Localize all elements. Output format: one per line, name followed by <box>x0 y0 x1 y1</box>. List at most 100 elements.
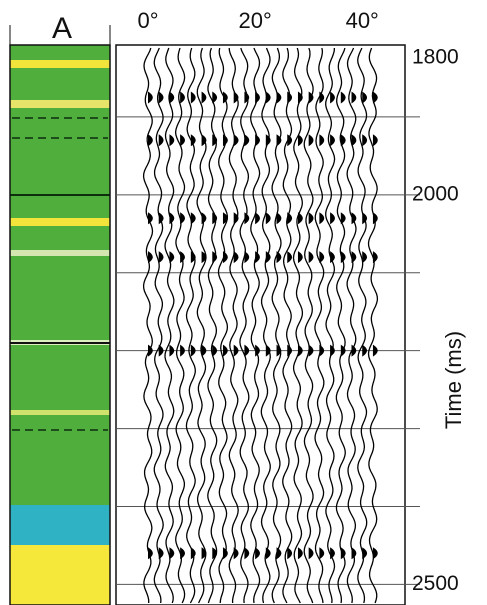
reflection-lobe <box>287 91 293 104</box>
reflection-lobe <box>372 91 378 104</box>
reflection-lobe <box>351 547 357 560</box>
reflection-lobe <box>330 134 335 147</box>
reflection-lobe <box>212 91 218 104</box>
trace <box>239 47 250 604</box>
y-tick-label: 1800 <box>412 46 459 69</box>
reflection-lobe <box>330 344 335 357</box>
sand-band <box>10 410 110 415</box>
reflection-lobe <box>190 212 196 225</box>
reflection-lobe <box>308 91 314 104</box>
trace <box>282 47 293 604</box>
reflection-lobe <box>265 251 271 264</box>
trace <box>196 47 207 604</box>
reflection-lobe <box>212 212 218 225</box>
trace <box>346 47 357 604</box>
reflection-lobe <box>297 212 303 225</box>
reflection-lobe <box>287 344 293 357</box>
reflection-lobe <box>222 251 228 264</box>
reflection-lobe <box>169 91 175 104</box>
x-tick-label: 40° <box>346 8 379 33</box>
reflection-lobe <box>287 547 293 560</box>
reflection-lobe <box>340 212 346 225</box>
reflection-lobe <box>190 547 196 560</box>
trace <box>357 47 368 604</box>
reflection-lobe <box>158 547 164 560</box>
sand-band <box>10 60 110 68</box>
reflection-lobe <box>372 212 378 225</box>
reflection-lobe <box>351 212 357 225</box>
reflection-lobe <box>372 134 378 147</box>
reflection-lobe <box>276 251 282 264</box>
reflection-lobe <box>158 134 164 147</box>
carbonate <box>10 505 110 545</box>
reflection-lobe <box>351 344 357 357</box>
reflection-lobe <box>158 212 164 225</box>
reflection-lobe <box>319 134 325 147</box>
reflection-lobe <box>276 547 282 560</box>
reflection-lobe <box>319 91 325 104</box>
reflection-lobe <box>330 547 335 560</box>
trace <box>260 47 271 604</box>
reflection-lobe <box>158 91 164 104</box>
reflection-lobe <box>297 344 303 357</box>
reflection-lobe <box>308 251 314 264</box>
reflection-lobe <box>265 547 271 560</box>
reflection-lobe <box>287 134 293 147</box>
reflection-lobe <box>212 344 218 357</box>
reflection-lobe <box>244 251 250 264</box>
reflection-lobe <box>340 251 346 264</box>
reflection-lobe <box>212 547 218 560</box>
trace <box>228 47 239 603</box>
column-frame <box>9 44 111 605</box>
sand-band <box>10 100 110 108</box>
trace <box>292 47 304 604</box>
reflection-lobe <box>351 134 357 147</box>
reflection-lobe <box>201 547 207 560</box>
x-tick-label: 0° <box>137 8 158 33</box>
trace <box>174 47 186 604</box>
reflection-lobe <box>244 547 250 560</box>
reflection-lobe <box>180 91 185 104</box>
reflection-lobe <box>148 251 153 264</box>
reflection-lobe <box>265 344 271 357</box>
reflection-lobe <box>180 344 185 357</box>
reflection-lobe <box>340 134 346 147</box>
reflection-lobe <box>308 212 314 225</box>
reflection-lobe <box>308 134 314 147</box>
reflection-lobe <box>340 547 346 560</box>
reflection-lobe <box>222 547 228 560</box>
trace <box>217 47 229 604</box>
reflection-lobe <box>351 251 357 264</box>
reflection-lobe <box>255 212 260 225</box>
reflection-lobe <box>233 547 239 560</box>
reflection-lobe <box>255 251 260 264</box>
reflection-lobe <box>372 547 378 560</box>
reflection-lobe <box>201 251 207 264</box>
reflection-lobe <box>201 91 207 104</box>
trace <box>250 47 261 604</box>
reflection-lobe <box>222 134 228 147</box>
reflection-lobe <box>190 251 196 264</box>
reflection-lobe <box>297 251 303 264</box>
reflection-lobe <box>308 344 314 357</box>
reflection-lobe <box>255 134 260 147</box>
y-tick-label: 2000 <box>412 182 459 205</box>
reflection-lobe <box>148 134 153 147</box>
reflection-lobe <box>190 134 196 147</box>
reflection-lobe <box>362 212 368 225</box>
trace <box>314 47 325 604</box>
reflection-lobe <box>276 91 282 104</box>
reflection-lobe <box>265 212 271 225</box>
sand-band <box>10 218 110 226</box>
reflection-lobe <box>265 134 271 147</box>
reflection-lobe <box>169 212 175 225</box>
reflection-lobe <box>265 91 271 104</box>
reflection-lobe <box>362 91 368 104</box>
reflection-lobe <box>233 134 239 147</box>
reflection-lobe <box>169 251 175 264</box>
reflection-lobe <box>169 344 175 357</box>
trace <box>207 47 218 604</box>
reflection-lobe <box>222 212 228 225</box>
